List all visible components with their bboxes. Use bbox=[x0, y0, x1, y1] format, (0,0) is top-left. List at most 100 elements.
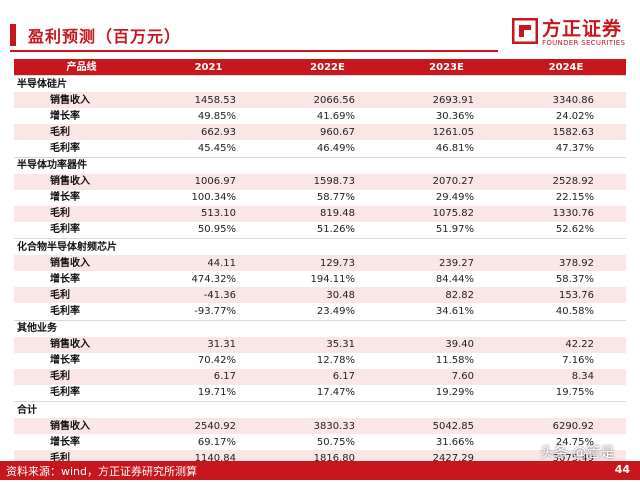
value-cell: 12.78% bbox=[268, 352, 387, 369]
group-row: 化合物半导体射频芯片 bbox=[14, 238, 626, 256]
page-number: 44 bbox=[614, 463, 630, 476]
column-header: 2021 bbox=[149, 59, 268, 76]
table-row: 销售收入 31.31 35.31 39.40 42.22 bbox=[14, 336, 626, 353]
value-cell: 7.16% bbox=[506, 352, 626, 369]
value-cell: 1261.05 bbox=[387, 124, 506, 141]
value-cell: 49.85% bbox=[149, 108, 268, 125]
group-label: 半导体功率器件 bbox=[14, 156, 626, 174]
value-cell: 58.77% bbox=[268, 189, 387, 206]
value-cell: 50.95% bbox=[149, 221, 268, 239]
value-cell: 29.49% bbox=[387, 189, 506, 206]
value-cell: 129.73 bbox=[268, 255, 387, 272]
value-cell: 45.45% bbox=[149, 140, 268, 158]
value-cell: 30.36% bbox=[387, 108, 506, 125]
source-note: 资料来源：wind，方正证券研究所测算 bbox=[6, 465, 198, 478]
table-row: 增长率 49.85% 41.69% 30.36% 24.02% bbox=[14, 108, 626, 125]
metric-label: 增长率 bbox=[14, 352, 149, 369]
logo-text-en: FOUNDER SECURITIES bbox=[542, 39, 626, 47]
founder-logo-icon bbox=[512, 18, 538, 44]
value-cell: 378.92 bbox=[506, 255, 626, 272]
column-header: 2022E bbox=[268, 59, 387, 76]
metric-label: 毛利 bbox=[14, 205, 149, 222]
column-header: 产品线 bbox=[14, 59, 149, 76]
metric-label: 毛利率 bbox=[14, 221, 149, 239]
metric-label: 销售收入 bbox=[14, 173, 149, 190]
table-row: 销售收入 2540.92 3830.33 5042.85 6290.92 bbox=[14, 418, 626, 435]
value-cell: 662.93 bbox=[149, 124, 268, 141]
page-title: 盈利预测（百万元） bbox=[28, 27, 182, 46]
value-cell: 3830.33 bbox=[268, 418, 387, 435]
table-row: 销售收入 1458.53 2066.56 2693.91 3340.86 bbox=[14, 92, 626, 109]
value-cell: 34.61% bbox=[387, 303, 506, 320]
group-label: 化合物半导体射频芯片 bbox=[14, 238, 626, 256]
title-underline bbox=[10, 50, 498, 52]
table-row: 增长率 69.17% 50.75% 31.66% 24.75% bbox=[14, 434, 626, 451]
metric-label: 销售收入 bbox=[14, 92, 149, 109]
title-accent-bar bbox=[10, 24, 16, 46]
table-row: 毛利 513.10 819.48 1075.82 1330.76 bbox=[14, 205, 626, 222]
value-cell: 1075.82 bbox=[387, 205, 506, 222]
group-label: 合计 bbox=[14, 400, 626, 419]
value-cell: 39.40 bbox=[387, 336, 506, 353]
table-row: 增长率 70.42% 12.78% 11.58% 7.16% bbox=[14, 352, 626, 369]
value-cell: 46.49% bbox=[268, 140, 387, 158]
table-body: 半导体硅片 销售收入 1458.53 2066.56 2693.91 3340.86 增长率… bbox=[14, 75, 626, 482]
value-cell: 100.34% bbox=[149, 189, 268, 206]
value-cell: 6290.92 bbox=[506, 418, 626, 435]
metric-label: 增长率 bbox=[14, 108, 149, 125]
group-row: 半导体功率器件 bbox=[14, 156, 626, 174]
value-cell: 2066.56 bbox=[268, 92, 387, 109]
value-cell: 23.49% bbox=[268, 303, 387, 320]
value-cell: -93.77% bbox=[149, 303, 268, 320]
metric-label: 毛利 bbox=[14, 287, 149, 304]
table-row: 毛利率 19.71% 17.47% 19.29% 19.75% bbox=[14, 384, 626, 402]
value-cell: 70.42% bbox=[149, 352, 268, 369]
value-cell: 1330.76 bbox=[506, 205, 626, 222]
value-cell: 3340.86 bbox=[506, 92, 626, 109]
value-cell: 474.32% bbox=[149, 271, 268, 288]
table-row: 增长率 474.32% 194.11% 84.44% 58.37% bbox=[14, 271, 626, 288]
value-cell: 84.44% bbox=[387, 271, 506, 288]
value-cell: 2070.27 bbox=[387, 173, 506, 190]
value-cell: 1006.97 bbox=[149, 173, 268, 190]
value-cell: 19.71% bbox=[149, 384, 268, 402]
value-cell: 51.26% bbox=[268, 221, 387, 239]
table-row: 销售收入 1006.97 1598.73 2070.27 2528.92 bbox=[14, 173, 626, 190]
table-row: 增长率 100.34% 58.77% 29.49% 22.15% bbox=[14, 189, 626, 206]
metric-label: 增长率 bbox=[14, 271, 149, 288]
metric-label: 销售收入 bbox=[14, 418, 149, 435]
value-cell: 819.48 bbox=[268, 205, 387, 222]
value-cell: 35.31 bbox=[268, 336, 387, 353]
value-cell: 17.47% bbox=[268, 384, 387, 402]
value-cell: 31.66% bbox=[387, 434, 506, 451]
value-cell: 42.22 bbox=[506, 336, 626, 353]
value-cell: 2693.91 bbox=[387, 92, 506, 109]
value-cell: 24.02% bbox=[506, 108, 626, 125]
table-row: 毛利率 -93.77% 23.49% 34.61% 40.58% bbox=[14, 303, 626, 320]
value-cell: 6.17 bbox=[149, 368, 268, 385]
value-cell: 153.76 bbox=[506, 287, 626, 304]
table-row: 毛利 662.93 960.67 1261.05 1582.63 bbox=[14, 124, 626, 141]
value-cell: 46.81% bbox=[387, 140, 506, 158]
group-row: 半导体硅片 bbox=[14, 75, 626, 93]
table-row: 毛利率 45.45% 46.49% 46.81% 47.37% bbox=[14, 140, 626, 158]
group-row: 合计 bbox=[14, 400, 626, 419]
group-label: 半导体硅片 bbox=[14, 75, 626, 93]
value-cell: 30.48 bbox=[268, 287, 387, 304]
value-cell: 19.29% bbox=[387, 384, 506, 402]
value-cell: 1582.63 bbox=[506, 124, 626, 141]
value-cell: 8.34 bbox=[506, 368, 626, 385]
value-cell: 41.69% bbox=[268, 108, 387, 125]
founder-securities-logo: 方正证券 FOUNDER SECURITIES bbox=[512, 14, 632, 54]
table-row: 销售收入 44.11 129.73 239.27 378.92 bbox=[14, 255, 626, 272]
value-cell: 1598.73 bbox=[268, 173, 387, 190]
value-cell: 1458.53 bbox=[149, 92, 268, 109]
value-cell: 24.75% bbox=[506, 434, 626, 451]
metric-label: 增长率 bbox=[14, 434, 149, 451]
footer-bar: 资料来源：wind，方正证券研究所测算 44 bbox=[0, 461, 640, 480]
value-cell: 11.58% bbox=[387, 352, 506, 369]
title-bar: 盈利预测（百万元） bbox=[0, 20, 640, 52]
value-cell: 22.15% bbox=[506, 189, 626, 206]
value-cell: 239.27 bbox=[387, 255, 506, 272]
value-cell: 58.37% bbox=[506, 271, 626, 288]
